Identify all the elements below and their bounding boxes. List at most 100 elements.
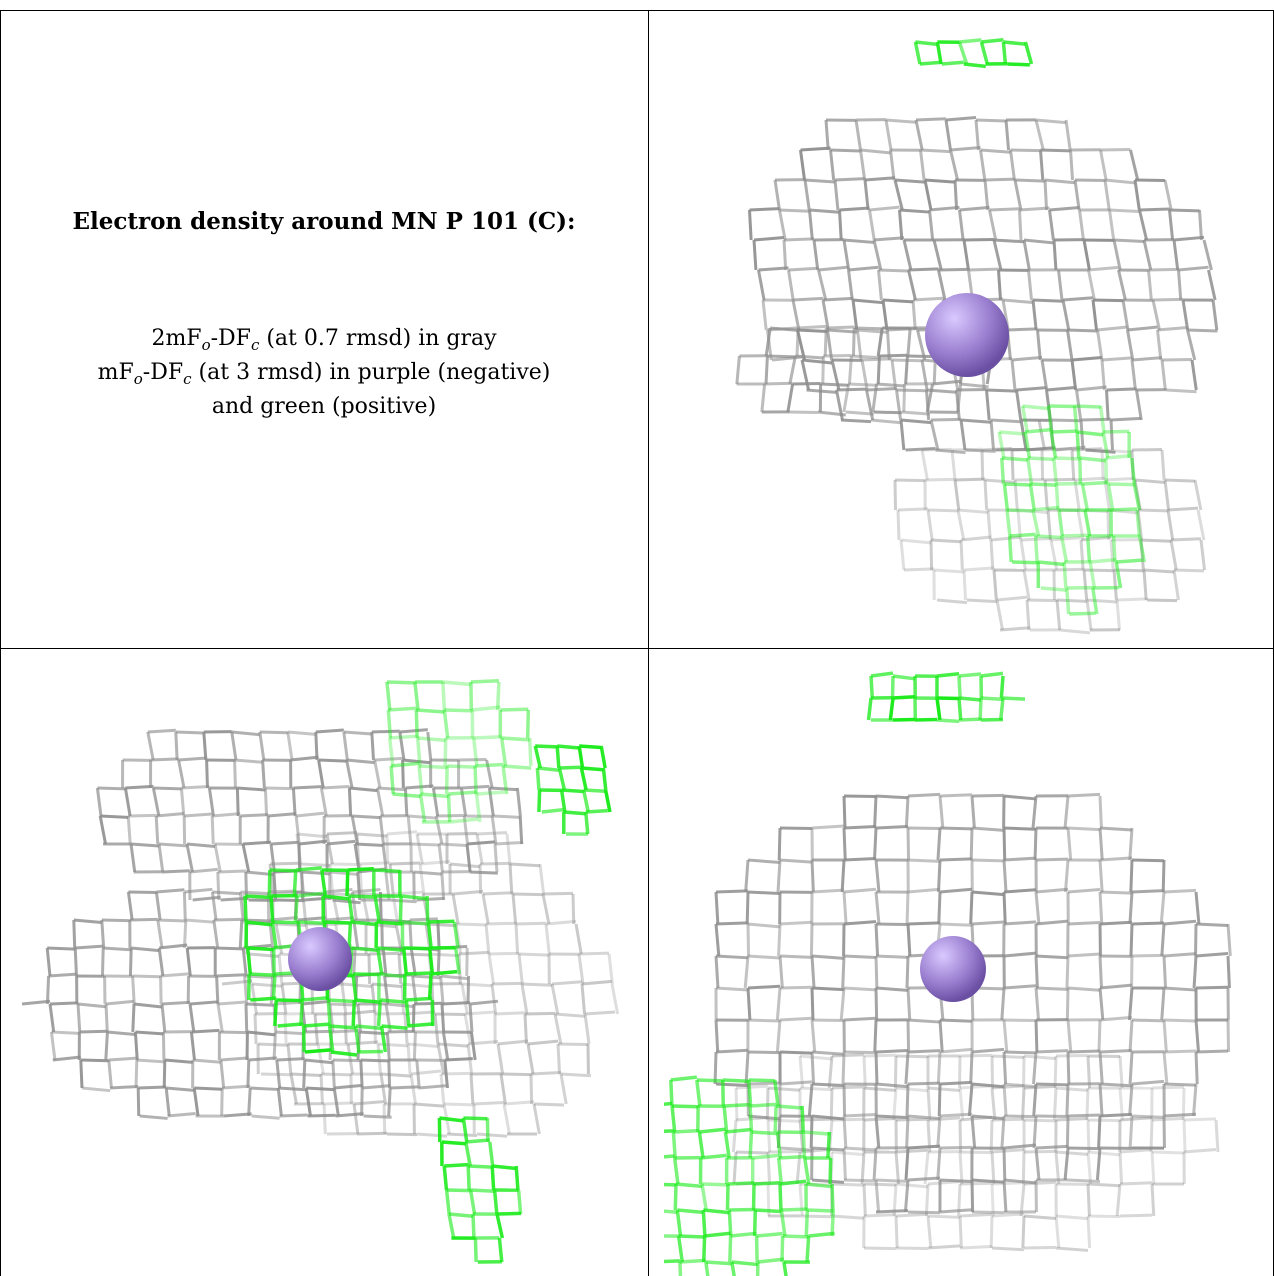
gray-mesh-segment	[1086, 1215, 1092, 1249]
gray-mesh-segment	[158, 842, 188, 848]
gray-mesh-segment	[1034, 1019, 1039, 1053]
gray-mesh-segment	[294, 815, 301, 845]
gray-mesh-segment	[905, 891, 910, 925]
gray-mesh-segment	[306, 1086, 335, 1092]
gray-mesh-segment	[95, 787, 103, 817]
green-mesh-segment	[380, 998, 407, 1005]
gray-mesh-segment	[963, 566, 995, 572]
green-mesh-segment	[675, 1209, 683, 1237]
gray-mesh-segment	[505, 833, 512, 865]
gray-mesh-segment	[1098, 859, 1104, 893]
gray-mesh-segment	[970, 1179, 975, 1213]
green-mesh-segment	[243, 895, 248, 923]
gray-mesh-segment	[1098, 955, 1103, 989]
gray-mesh-segment	[1063, 795, 1070, 829]
gray-mesh-segment	[902, 383, 907, 413]
gray-mesh-segment	[958, 1087, 965, 1121]
gray-mesh-segment	[962, 569, 968, 601]
green-mesh-segment	[427, 973, 433, 1001]
gray-mesh-segment	[874, 859, 881, 893]
green-mesh-segment	[272, 920, 299, 925]
gray-mesh-segment	[823, 327, 828, 357]
gray-mesh-segment	[610, 983, 620, 1015]
green-mesh-segment	[979, 41, 989, 65]
gray-mesh-segment	[413, 870, 442, 876]
gray-mesh-segment	[21, 999, 51, 1006]
gray-mesh-segment	[164, 1058, 193, 1064]
gray-mesh-segment	[404, 1010, 436, 1016]
gray-mesh-segment	[920, 449, 929, 481]
gray-mesh-segment	[1128, 891, 1134, 925]
gray-mesh-segment	[411, 1003, 416, 1033]
gray-mesh-segment	[1109, 419, 1115, 451]
gray-mesh-segment	[1067, 328, 1098, 333]
gray-mesh-segment	[786, 383, 795, 413]
gray-mesh-segment	[758, 266, 789, 272]
gray-mesh-segment	[907, 1081, 941, 1086]
green-mesh-segment	[802, 1157, 811, 1185]
gray-mesh-segment	[248, 1056, 277, 1062]
gray-mesh-segment	[907, 269, 917, 301]
green-mesh-segment	[1031, 509, 1041, 537]
gray-mesh-segment	[161, 1031, 166, 1061]
gray-mesh-segment	[230, 731, 238, 761]
green-mesh-segment	[541, 807, 564, 814]
gray-mesh-segment	[1181, 299, 1190, 331]
gray-mesh-segment	[1055, 1214, 1089, 1221]
gray-mesh-segment	[1067, 1146, 1101, 1151]
mn-atom-sphere	[288, 927, 352, 991]
gray-mesh-segment	[221, 979, 253, 986]
gray-mesh-segment	[1119, 1213, 1153, 1218]
gray-mesh-segment	[1034, 955, 1039, 989]
green-mesh-segment	[389, 765, 395, 795]
gray-mesh-segment	[458, 950, 490, 956]
gray-mesh-segment	[167, 1111, 196, 1118]
gray-mesh-segment	[1035, 887, 1069, 894]
green-mesh-segment	[495, 681, 501, 711]
gray-mesh-segment	[491, 981, 523, 986]
gray-mesh-segment	[129, 917, 158, 922]
gray-mesh-segment	[960, 382, 989, 389]
gray-mesh-segment	[779, 858, 813, 864]
gray-mesh-segment	[360, 1058, 389, 1063]
gray-mesh-segment	[904, 355, 909, 385]
green-mesh-segment	[1049, 431, 1058, 459]
gray-mesh-segment	[808, 209, 814, 241]
gray-mesh-segment	[906, 327, 912, 357]
gray-mesh-segment	[894, 478, 926, 483]
gray-mesh-segment	[134, 1059, 139, 1089]
gray-mesh-segment	[406, 1043, 412, 1075]
gray-mesh-segment	[1000, 987, 1006, 1021]
green-mesh-segment	[701, 1182, 729, 1187]
gray-mesh-segment	[356, 1131, 388, 1136]
gray-mesh-segment	[1163, 1112, 1197, 1118]
gray-mesh-segment	[800, 359, 811, 391]
gray-mesh-segment	[499, 1073, 507, 1105]
gray-mesh-segment	[945, 115, 977, 122]
gray-mesh-segment	[1032, 1051, 1038, 1085]
gray-mesh-segment	[1076, 385, 1107, 392]
gray-mesh-segment	[843, 1146, 877, 1152]
gray-mesh-segment	[839, 206, 870, 212]
gray-mesh-segment	[766, 1119, 772, 1153]
gray-mesh-segment	[409, 917, 438, 922]
gray-mesh-segment	[1181, 1087, 1186, 1121]
gray-mesh-segment	[517, 953, 524, 985]
gray-mesh-segment	[371, 729, 400, 734]
gray-mesh-segment	[714, 923, 721, 957]
gray-mesh-segment	[899, 419, 906, 451]
gray-mesh-segment	[766, 1151, 772, 1185]
gray-mesh-segment	[745, 891, 750, 925]
gray-mesh-segment	[458, 757, 487, 762]
gray-mesh-segment	[901, 410, 930, 416]
gray-mesh-segment	[893, 179, 904, 211]
green-mesh-segment	[673, 1128, 700, 1134]
gray-mesh-segment	[1195, 985, 1229, 990]
green-mesh-segment	[752, 1153, 779, 1160]
green-mesh-segment	[441, 681, 447, 711]
gray-mesh-segment	[895, 389, 903, 421]
green-mesh-segment	[577, 745, 585, 769]
gray-mesh-segment	[1195, 1049, 1229, 1054]
gray-mesh-segment	[207, 787, 215, 817]
gray-mesh-segment	[469, 1031, 477, 1061]
